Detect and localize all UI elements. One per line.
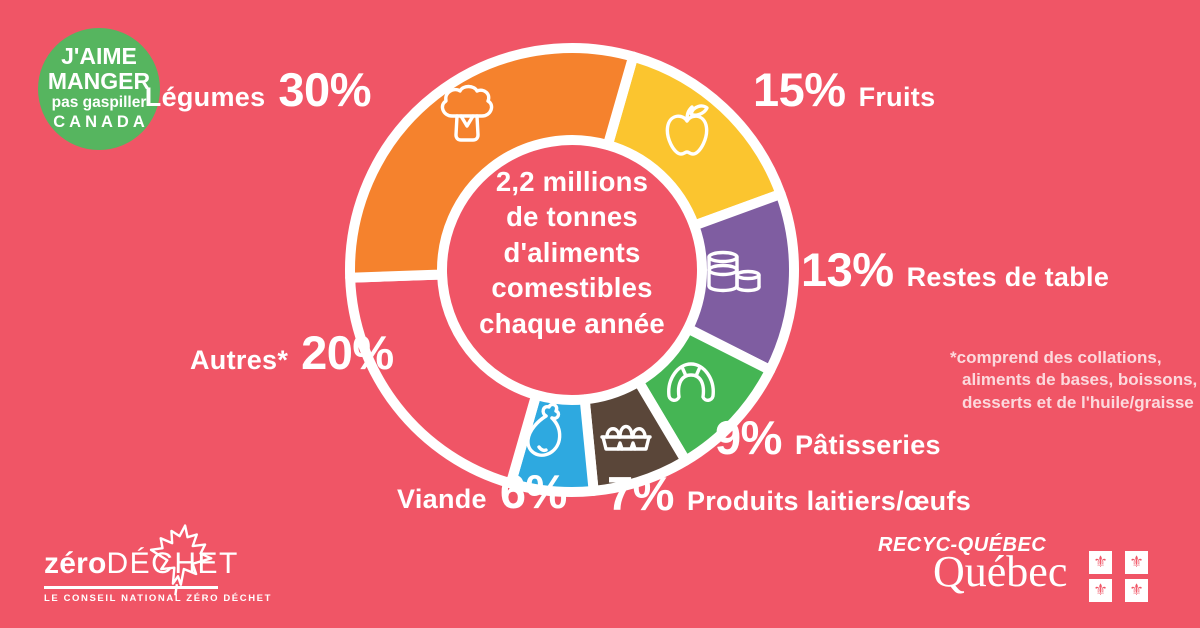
label-fruits-name: Fruits xyxy=(858,82,936,112)
fleur-de-lis-icon: ⚜ xyxy=(1089,551,1112,574)
label-fruits-pct: 15% xyxy=(753,63,846,116)
badge-line-canada: CANADA xyxy=(53,112,149,131)
badge-line-jaime: J'AIME xyxy=(61,43,137,70)
label-legumes-pct: 30% xyxy=(278,63,371,116)
label-restes-name: Restes de table xyxy=(906,262,1110,292)
label-patisseries-pct: 9% xyxy=(715,411,782,464)
zero-dechet-light: DÉCHET xyxy=(106,547,239,580)
zero-dechet-underline xyxy=(44,586,218,589)
zero-dechet-logo: zéroDÉCHET xyxy=(44,549,239,579)
recyc-quebec-logo: RECYC-QUÉBEC xyxy=(878,534,1047,556)
chart-center-text: 2,2 millions de tonnes d'aliments comest… xyxy=(479,166,665,339)
zero-dechet-tagline: LE CONSEIL NATIONAL ZÉRO DÉCHET xyxy=(44,593,272,604)
label-autres-pct: 20% xyxy=(301,326,394,379)
label-viande-name: Viande xyxy=(397,484,487,514)
label-restes-pct: 13% xyxy=(801,243,894,296)
donut-chart xyxy=(345,43,799,497)
fleur-de-lis-icon: ⚜ xyxy=(1125,579,1148,602)
fleur-de-lis-icon: ⚜ xyxy=(1125,551,1148,574)
label-restes-de-table: 13% Restes de table xyxy=(801,242,1109,297)
donut-segment-legumes xyxy=(345,43,639,283)
badge-line-pas-gaspiller: pas gaspiller xyxy=(51,94,147,112)
label-viande: Viande 6% xyxy=(397,464,567,519)
label-produits-laitiers: 7% Produits laitiers/œufs xyxy=(607,466,971,521)
apple-icon xyxy=(665,104,709,156)
donut-segment-autres xyxy=(345,269,542,489)
label-laitiers-name: Produits laitiers/œufs xyxy=(686,486,972,516)
maple-leaf-icon xyxy=(149,524,213,596)
label-legumes: Légumes 30% xyxy=(145,62,372,117)
quebec-wordmark: Québec xyxy=(933,547,1068,596)
broccoli-icon xyxy=(440,84,494,142)
label-autres-name: Autres* xyxy=(190,345,289,375)
food-containers-icon xyxy=(707,250,761,293)
badge-line-manger: MANGER xyxy=(47,67,151,94)
drumstick-icon xyxy=(526,402,562,457)
label-legumes-name: Légumes xyxy=(144,82,266,112)
zero-dechet-bold: zéro xyxy=(44,547,107,580)
label-patisseries: 9% Pâtisseries xyxy=(715,410,941,465)
fleur-de-lis-icon: ⚜ xyxy=(1089,579,1112,602)
label-autres: Autres* 20% xyxy=(190,325,394,380)
label-viande-pct: 6% xyxy=(499,465,567,518)
croissant-icon xyxy=(667,362,715,402)
egg-carton-icon xyxy=(600,424,652,451)
label-laitiers-pct: 7% xyxy=(607,467,674,520)
label-fruits: 15% Fruits xyxy=(753,62,935,117)
jaime-manger-badge: J'AIME MANGER pas gaspiller CANADA xyxy=(38,28,160,150)
quebec-flag-logo: ⚜ ⚜ ⚜ ⚜ xyxy=(1089,551,1151,603)
footnote-autres: *comprend des collations, aliments de ba… xyxy=(950,348,1198,412)
label-patisseries-name: Pâtisseries xyxy=(794,430,941,460)
